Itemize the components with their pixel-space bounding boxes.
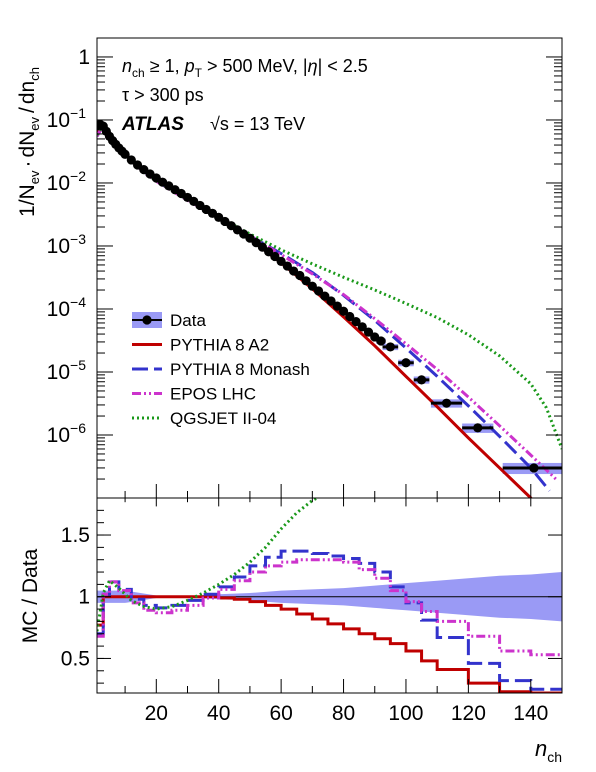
cut-annotation: nch ≥ 1, pT > 500 MeV, |η| < 2.5 [122,56,368,80]
ratio-y-axis-label: MC / Data [19,548,42,643]
data-point [357,322,367,332]
ratio-frame [96,497,563,694]
ratio-y-tick-label: 1 [78,586,90,609]
main-y-axis: 10−6 10−5 10−4 10−3 10−2 10−1 1 [47,37,562,480]
y-tick-label: 10−1 [47,105,87,132]
data-point [313,286,324,296]
data-point [270,251,280,262]
curve-pythia-8-monash [97,123,551,492]
data-point [320,291,330,301]
ratio-curve-epos-lhc [97,558,562,657]
y-tick-label: 1 [78,46,90,69]
data-point [338,306,349,316]
data-point [307,281,317,291]
y-tick-label: 10−6 [47,420,87,447]
lifetime-annotation: τ > 300 ps [122,85,204,105]
main-x-ticks [124,484,563,498]
legend-label: PYTHIA 8 A2 [170,336,269,355]
x-tick-label: 100 [388,702,423,725]
data-point [301,276,311,286]
data-point [385,342,395,352]
data-point [126,155,136,165]
data-point [401,358,411,368]
ratio-panel: 0.5 1 1.5 20 40 60 80 100 120 140 MC / Data nch [19,497,563,765]
main-y-axis-label: 1/Nev·dNev/dnch [16,67,42,217]
ratio-curve-pythia-8-a2 [97,595,562,693]
legend-data-marker [142,315,152,325]
ratio-curves [97,498,562,693]
ratio-y-axis: 0.5 1 1.5 [61,509,562,684]
data-point [345,311,355,322]
ratio-y-tick-label: 1.5 [61,524,90,547]
data-point [363,327,374,337]
y-tick-label: 10−2 [47,168,87,195]
data-point [351,317,361,327]
data-point [282,261,292,271]
data-point [120,149,130,159]
data-point [332,301,342,311]
energy-annotation: √s = 13 TeV [210,114,305,134]
data-point [276,256,286,266]
legend-label: EPOS LHC [170,385,256,404]
data-point [326,296,336,306]
data-point [473,423,483,433]
x-tick-label: 140 [513,702,548,725]
ratio-x-axis: 20 40 60 80 100 120 140 [124,498,563,725]
x-axis-label: nch [535,736,562,765]
ratio-y-tick-label: 0.5 [61,647,90,670]
x-tick-label: 40 [207,702,230,725]
legend-label: Data [170,311,206,330]
legend-label: QGSJET II-04 [170,409,276,428]
data-point [295,270,305,281]
x-tick-label: 80 [332,702,355,725]
y-tick-label: 10−3 [47,231,87,258]
data-point [529,463,539,473]
legend-label: PYTHIA 8 Monash [170,360,310,379]
legend: Data PYTHIA 8 A2 PYTHIA 8 Monash EPOS LHC QG… [132,311,310,428]
data-point [416,375,427,385]
data-point [376,336,386,346]
ratio-curve-pythia-8-monash [97,549,562,691]
x-tick-label: 120 [451,702,486,725]
curve-epos-lhc [97,123,557,481]
data-point [441,398,452,408]
data-point [264,247,274,257]
x-tick-label: 20 [145,702,168,725]
y-tick-label: 10−4 [47,294,87,321]
main-panel: 10−6 10−5 10−4 10−3 10−2 10−1 1 1/Nev·dNev/dnc… [16,37,563,499]
data-points [97,119,562,473]
y-tick-label: 10−5 [47,357,87,384]
atlas-label: ATLAS [121,114,184,135]
x-tick-label: 60 [269,702,292,725]
